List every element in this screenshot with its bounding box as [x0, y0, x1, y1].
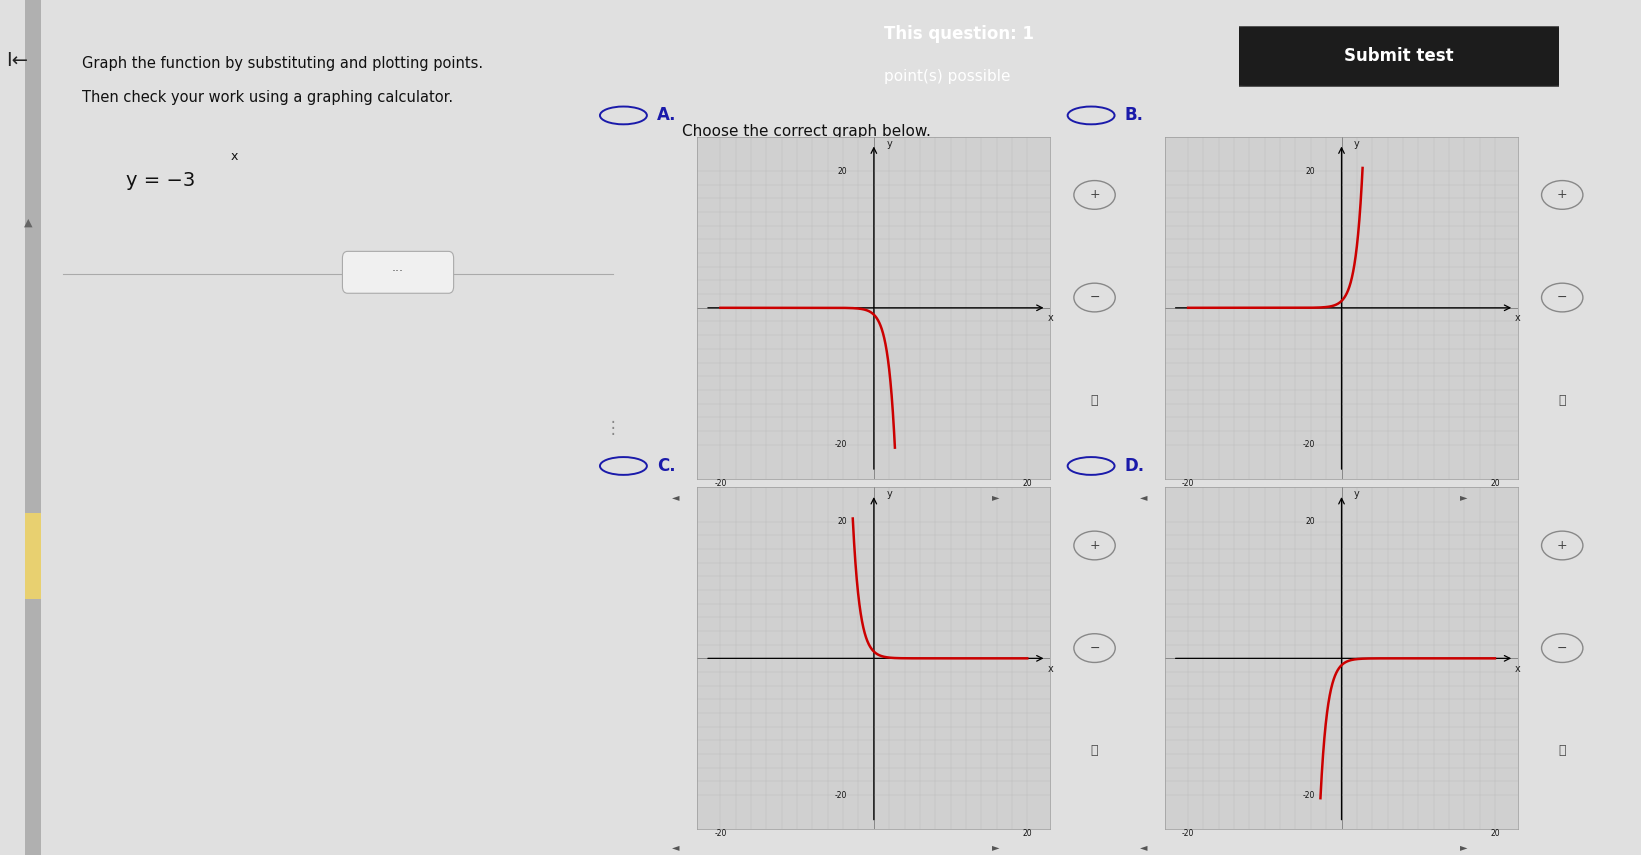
Text: 20: 20: [837, 517, 847, 526]
Text: ►: ►: [993, 842, 999, 852]
Text: -20: -20: [714, 479, 727, 488]
Text: y: y: [886, 139, 893, 149]
Text: B.: B.: [1124, 106, 1144, 125]
Bar: [25, 513, 41, 598]
Text: y = −3: y = −3: [126, 171, 195, 190]
Text: 20: 20: [1490, 829, 1500, 839]
Text: Then check your work using a graphing calculator.: Then check your work using a graphing ca…: [82, 90, 453, 105]
Text: ···: ···: [392, 265, 404, 279]
FancyBboxPatch shape: [1232, 27, 1566, 86]
Text: ⧉: ⧉: [1559, 393, 1566, 407]
Text: ◄: ◄: [1140, 492, 1147, 502]
Text: Submit test: Submit test: [1344, 47, 1454, 66]
Text: -20: -20: [1182, 829, 1195, 839]
Text: 20: 20: [837, 167, 847, 175]
Text: -20: -20: [714, 829, 727, 839]
Text: -20: -20: [835, 791, 847, 799]
Text: x: x: [1515, 313, 1521, 323]
Text: ▲: ▲: [25, 217, 33, 227]
Text: -20: -20: [835, 440, 847, 449]
Text: +: +: [1557, 539, 1567, 552]
Text: y: y: [886, 489, 893, 499]
Text: -20: -20: [1303, 791, 1314, 799]
Text: 20: 20: [1305, 517, 1314, 526]
Text: 20: 20: [1490, 479, 1500, 488]
Bar: [25, 0, 41, 855]
Text: This question: 1: This question: 1: [884, 25, 1034, 44]
Text: ⧉: ⧉: [1559, 744, 1566, 758]
Text: ►: ►: [1460, 492, 1467, 502]
Text: +: +: [1557, 188, 1567, 202]
Text: Choose the correct graph below.: Choose the correct graph below.: [683, 124, 930, 139]
Text: ◄: ◄: [673, 842, 679, 852]
Text: x: x: [1047, 663, 1054, 674]
Text: 20: 20: [1022, 829, 1032, 839]
Text: y: y: [1354, 489, 1360, 499]
FancyBboxPatch shape: [343, 251, 453, 293]
Text: x: x: [1047, 313, 1054, 323]
Text: ◄: ◄: [673, 492, 679, 502]
Text: +: +: [1090, 188, 1099, 202]
Text: -20: -20: [1303, 440, 1314, 449]
Text: ⋮: ⋮: [604, 418, 622, 437]
Text: A.: A.: [656, 106, 676, 125]
Text: 20: 20: [1305, 167, 1314, 175]
Text: I←: I←: [7, 51, 28, 70]
Text: ►: ►: [993, 492, 999, 502]
Text: −: −: [1557, 291, 1567, 304]
Text: 20: 20: [1022, 479, 1032, 488]
Text: ◄: ◄: [1140, 842, 1147, 852]
Text: C.: C.: [656, 457, 676, 475]
Text: x: x: [1515, 663, 1521, 674]
Text: +: +: [1090, 539, 1099, 552]
Text: ►: ►: [1460, 842, 1467, 852]
Text: −: −: [1090, 641, 1099, 655]
Text: point(s) possible: point(s) possible: [884, 69, 1011, 85]
Text: y: y: [1354, 139, 1360, 149]
Text: Graph the function by substituting and plotting points.: Graph the function by substituting and p…: [82, 56, 482, 71]
Text: −: −: [1557, 641, 1567, 655]
Text: D.: D.: [1124, 457, 1145, 475]
Text: ⧉: ⧉: [1091, 393, 1098, 407]
Text: -20: -20: [1182, 479, 1195, 488]
Text: ⧉: ⧉: [1091, 744, 1098, 758]
Text: −: −: [1090, 291, 1099, 304]
Text: x: x: [231, 150, 238, 162]
